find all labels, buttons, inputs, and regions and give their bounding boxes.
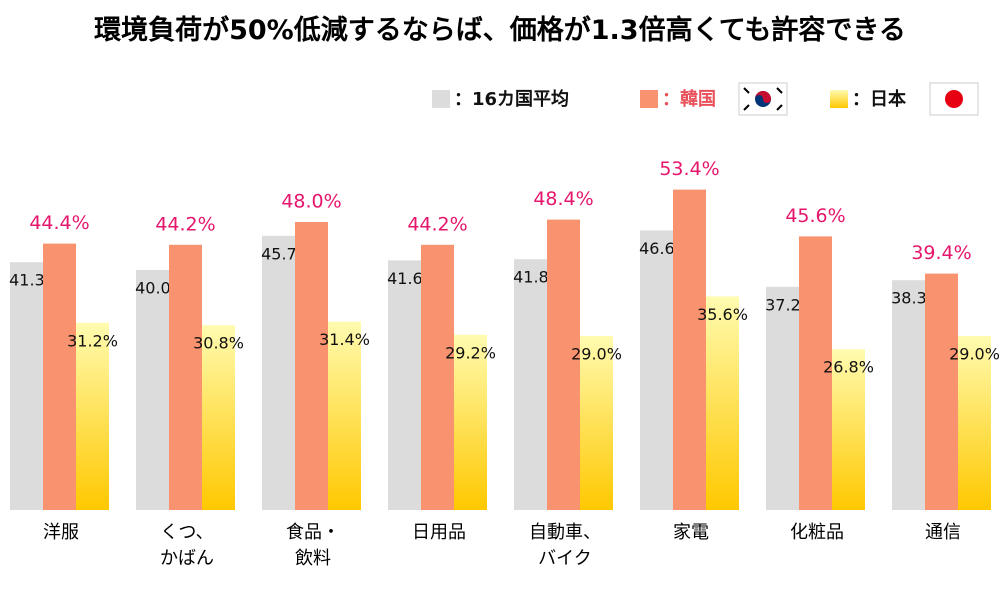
legend-swatch — [830, 90, 848, 108]
flag-korea — [738, 82, 788, 116]
bar — [892, 280, 925, 510]
legend-label: ：韓国 — [662, 88, 716, 110]
x-tick-label: 通信 — [925, 522, 961, 543]
legend-label: ：日本 — [852, 88, 906, 110]
x-tick-label: 家電 — [673, 522, 709, 543]
bar — [169, 244, 202, 511]
bar — [925, 273, 958, 510]
bar — [706, 296, 739, 510]
bar — [136, 270, 169, 510]
value-label: 45.6% — [785, 205, 845, 227]
bar — [10, 262, 43, 510]
bar — [580, 336, 613, 510]
bar — [832, 349, 865, 510]
x-tick-label: 化粧品 — [790, 522, 844, 543]
x-tick-label: くつ、 かばん — [160, 522, 214, 569]
legend-swatch — [640, 90, 658, 108]
value-label: 48.4% — [533, 188, 593, 210]
value-label: 29.0% — [949, 345, 1000, 364]
value-label: 29.2% — [445, 343, 496, 362]
bar — [640, 230, 673, 510]
value-label: 39.4% — [911, 242, 971, 264]
value-label: 44.2% — [407, 213, 467, 235]
flag-japan — [929, 82, 979, 116]
bar — [202, 325, 235, 510]
bar — [799, 236, 832, 510]
legend-swatch — [432, 90, 450, 108]
value-label: 35.6% — [697, 305, 748, 324]
x-tick-label: 日用品 — [412, 522, 466, 543]
bar — [766, 286, 799, 510]
x-tick-label: 洋服 — [43, 522, 79, 543]
bar — [547, 219, 580, 510]
value-label: 29.0% — [571, 345, 622, 364]
legend-label: ：16カ国平均 — [454, 88, 569, 110]
value-label: 31.2% — [67, 331, 118, 350]
bar — [421, 244, 454, 511]
x-tick-label: 食品・ 飲料 — [286, 522, 340, 569]
value-label: 44.2% — [155, 213, 215, 235]
bar — [262, 235, 295, 511]
bar — [388, 260, 421, 510]
bar — [514, 259, 547, 510]
value-label: 48.0% — [281, 191, 341, 213]
value-label: 53.4% — [659, 158, 719, 180]
value-label: 31.4% — [319, 330, 370, 349]
bar — [328, 321, 361, 510]
value-label: 30.8% — [193, 334, 244, 353]
value-label: 26.8% — [823, 358, 874, 377]
bar — [958, 336, 991, 510]
bar — [43, 243, 76, 510]
bar — [295, 222, 328, 510]
value-label: 44.4% — [29, 212, 89, 234]
bar — [76, 322, 109, 510]
chart-title: 環境負荷が50%低減するならば、価格が1.3倍高くても許容できる — [94, 15, 906, 46]
bar — [454, 334, 487, 510]
x-tick-label: 自動車、 バイク — [529, 522, 601, 569]
bar — [673, 189, 706, 510]
